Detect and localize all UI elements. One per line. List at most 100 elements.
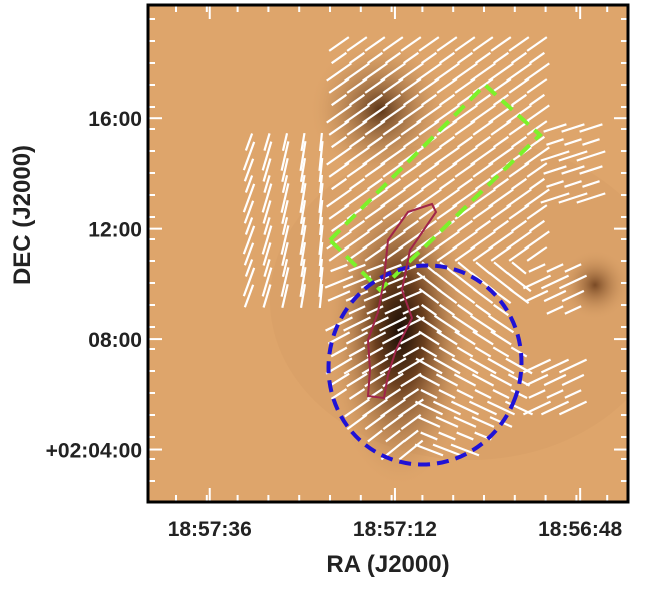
vector: [528, 93, 546, 107]
vector: [454, 120, 476, 136]
vector: [328, 162, 350, 178]
vector: [382, 78, 404, 94]
vector: [450, 400, 480, 416]
x-tick-label: 18:57:36: [168, 518, 252, 541]
vector: [348, 135, 366, 149]
vector: [452, 188, 478, 208]
vector: [438, 51, 456, 65]
vector: [508, 78, 530, 94]
vector: [456, 219, 474, 233]
vector: [472, 246, 494, 262]
vector: [434, 146, 460, 166]
vector: [454, 246, 476, 262]
vector: [402, 51, 420, 65]
vector: [418, 246, 440, 262]
vector: [346, 78, 368, 94]
vector: [576, 150, 606, 162]
vector: [244, 259, 254, 277]
vector: [416, 62, 442, 82]
vector: [330, 346, 348, 358]
vector: [362, 62, 388, 82]
vector: [380, 188, 406, 208]
vector: [385, 429, 401, 443]
vector: [492, 135, 510, 149]
vector: [487, 314, 515, 334]
x-tick-label: 18:57:12: [353, 518, 437, 541]
vector: [506, 62, 532, 82]
vector: [400, 414, 422, 430]
vector: [487, 357, 515, 375]
vector: [418, 287, 440, 305]
vector: [490, 287, 512, 305]
vector: [326, 188, 352, 208]
vector: [382, 36, 404, 52]
vector: [526, 120, 548, 136]
vector: [398, 230, 424, 250]
vector: [435, 373, 459, 387]
vector: [579, 123, 603, 133]
vector: [261, 183, 273, 213]
vector: [472, 204, 494, 220]
vector: [330, 135, 348, 149]
vector: [344, 188, 370, 208]
vector: [318, 224, 324, 256]
vector: [318, 140, 324, 172]
vector: [524, 146, 550, 166]
vector: [318, 216, 324, 236]
vector: [506, 230, 532, 250]
vector: [400, 372, 422, 388]
vector: [262, 158, 272, 182]
vector: [382, 162, 404, 178]
vector: [510, 346, 528, 358]
vector: [318, 132, 324, 152]
vector: [433, 357, 461, 375]
vector: [524, 188, 550, 208]
vector: [343, 316, 371, 332]
vector: [420, 177, 438, 191]
vector: [489, 373, 513, 387]
vector: [318, 182, 324, 214]
vector: [281, 200, 289, 224]
x-axis-label: RA (J2000): [326, 551, 449, 578]
vector: [242, 225, 256, 255]
vector: [417, 373, 441, 387]
vector: [492, 93, 510, 107]
vector: [242, 141, 256, 171]
vector: [508, 204, 530, 220]
vector: [433, 314, 461, 334]
vector: [330, 219, 348, 233]
vector: [456, 51, 474, 65]
vector: [471, 416, 495, 428]
vector: [564, 263, 582, 273]
vector: [488, 188, 514, 208]
vector: [348, 388, 366, 400]
vector: [348, 346, 366, 358]
vector: [508, 162, 530, 178]
vector: [546, 180, 564, 188]
vector: [522, 274, 552, 290]
vector: [436, 78, 458, 94]
vector: [364, 162, 386, 178]
vector: [402, 305, 420, 315]
image: [148, 5, 628, 502]
vector: [436, 330, 458, 346]
vector: [400, 36, 422, 52]
vector: [364, 78, 386, 94]
vector: [492, 388, 510, 400]
vector: [508, 36, 530, 52]
vector: [420, 431, 438, 441]
vector: [490, 120, 512, 136]
vector: [299, 241, 307, 267]
vector: [453, 373, 477, 387]
vector: [367, 429, 383, 443]
vector: [526, 78, 548, 94]
vector: [506, 271, 532, 293]
vector: [420, 346, 438, 358]
vector: [348, 263, 366, 273]
vector: [540, 358, 570, 374]
vector: [472, 120, 494, 136]
y-tick-label: 08:00: [88, 329, 142, 352]
vector: [366, 305, 384, 315]
vector: [380, 62, 406, 82]
vector: [418, 330, 440, 346]
